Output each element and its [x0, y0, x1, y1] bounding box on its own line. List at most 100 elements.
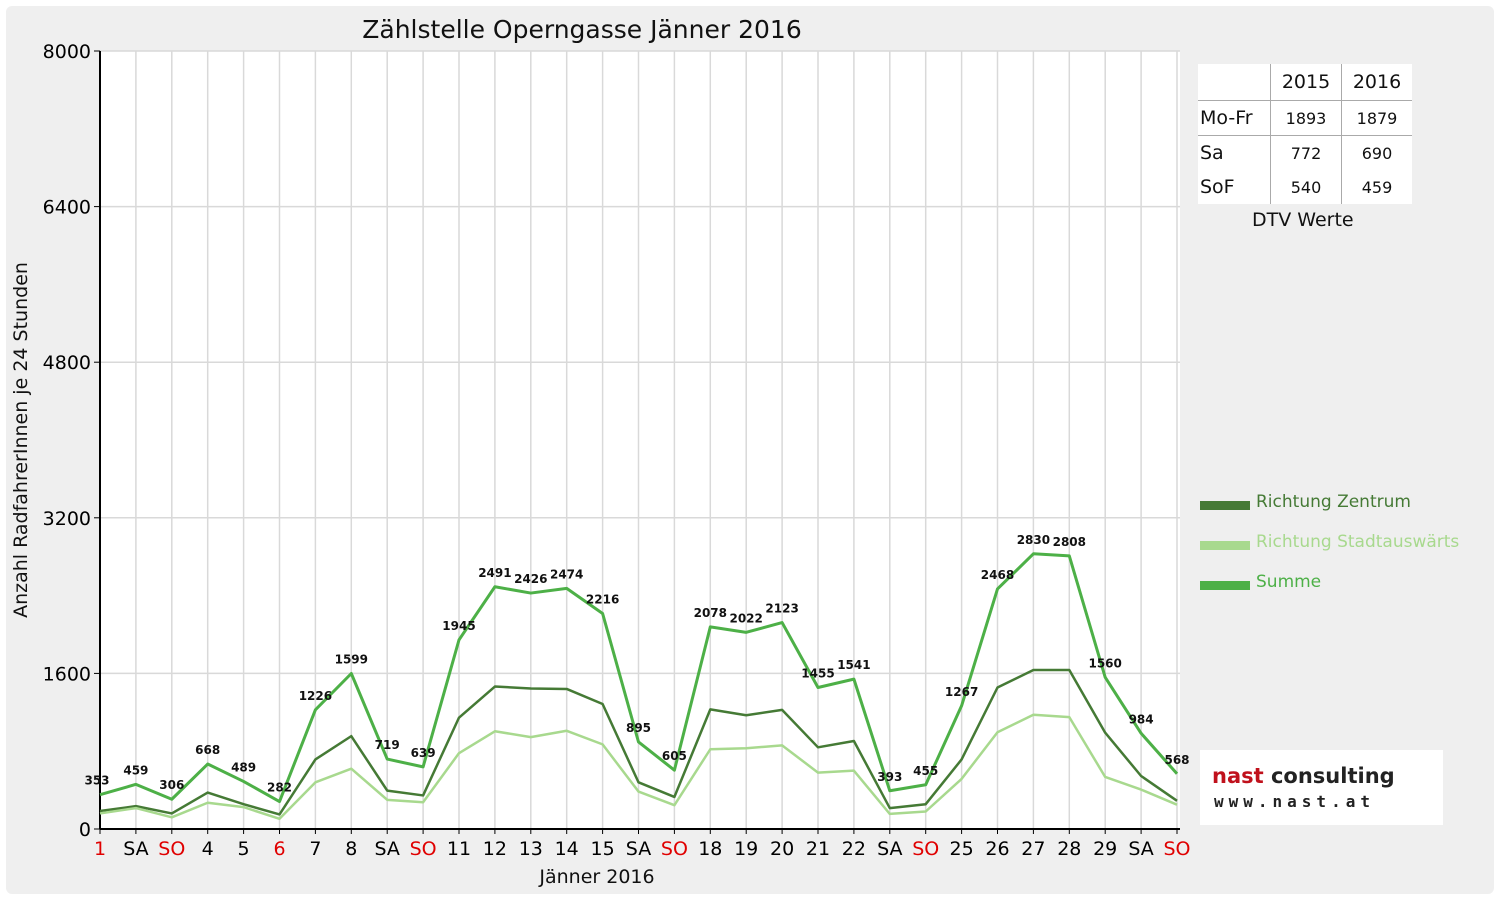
data-label: 668 — [195, 743, 220, 757]
data-label: 459 — [123, 763, 148, 777]
x-tick-label: 8 — [345, 838, 357, 860]
dtv-header-empty — [1198, 64, 1271, 101]
data-label: 719 — [375, 738, 400, 752]
data-label: 1541 — [837, 658, 870, 672]
dtv-value-2015: 1893 — [1270, 100, 1342, 136]
dtv-row-label: Sa — [1200, 142, 1224, 164]
x-tick-label: SA — [123, 838, 148, 860]
x-tick-label: SO — [158, 838, 185, 860]
data-label: 2216 — [586, 592, 619, 606]
data-label: 568 — [1164, 753, 1189, 767]
dtv-value-2016: 690 — [1341, 135, 1412, 170]
x-tick-label: 28 — [1057, 838, 1081, 860]
data-label: 1560 — [1088, 656, 1121, 670]
series-line-1 — [99, 668, 1178, 816]
dtv-caption: DTV Werte — [1252, 209, 1354, 231]
logo-brand: nast consulting — [1212, 764, 1395, 788]
x-tick-label: 20 — [770, 838, 794, 860]
x-tick-label: 15 — [591, 838, 615, 860]
dtv-table: 2015 2016 Mo-Fr 1893 1879 Sa 772 690 SoF… — [1198, 64, 1412, 204]
legend-swatch — [1200, 581, 1250, 590]
x-tick-label: SA — [1128, 838, 1153, 860]
x-tick-label: SO — [410, 838, 437, 860]
dtv-value-2015: 772 — [1270, 135, 1342, 170]
y-tick-label: 4800 — [43, 352, 91, 374]
x-tick-label: 11 — [447, 838, 471, 860]
x-tick-label: SA — [877, 838, 902, 860]
y-tick-label: 1600 — [43, 663, 91, 685]
data-label: 2468 — [981, 568, 1014, 582]
data-label: 2830 — [1017, 533, 1050, 547]
data-label: 984 — [1129, 712, 1154, 726]
y-tick-label: 6400 — [43, 197, 91, 219]
data-label: 2491 — [478, 566, 511, 580]
legend-item-zentrum: Richtung Zentrum — [1200, 492, 1459, 532]
legend-label: Richtung Zentrum — [1256, 492, 1411, 512]
data-label: 2123 — [765, 602, 798, 616]
dtv-header-row: 2015 2016 — [1198, 64, 1412, 101]
data-label: 2426 — [514, 572, 547, 586]
dtv-value-2016: 1879 — [1341, 100, 1412, 136]
x-tick-label: 18 — [698, 838, 722, 860]
logo-brand-nast: nast — [1212, 764, 1264, 788]
dtv-row-sa: Sa 772 690 — [1198, 135, 1412, 170]
legend-item-summe: Summe — [1200, 572, 1459, 612]
data-label: 1226 — [299, 689, 332, 703]
x-tick-label: 1 — [94, 838, 106, 860]
legend-item-stadtauswaerts: Richtung Stadtauswärts — [1200, 532, 1459, 572]
y-tick-label: 0 — [79, 819, 91, 841]
logo-brand-consulting: consulting — [1263, 764, 1395, 788]
y-axis-title: Anzahl RadfahrerInnen je 24 Stunden — [10, 262, 32, 618]
legend-swatch — [1200, 541, 1250, 550]
legend-label: Summe — [1256, 572, 1322, 592]
dtv-row-label: SoF — [1200, 176, 1235, 198]
data-label: 1455 — [801, 667, 834, 681]
x-tick-label: 25 — [950, 838, 974, 860]
data-label: 489 — [231, 760, 256, 774]
legend-label: Richtung Stadtauswärts — [1256, 532, 1460, 552]
data-label: 639 — [411, 746, 436, 760]
y-tick-label: 3200 — [43, 508, 91, 530]
x-tick-label: SO — [1163, 838, 1190, 860]
data-label: 1267 — [945, 685, 978, 699]
x-tick-label: 26 — [985, 838, 1009, 860]
data-label: 605 — [662, 749, 687, 763]
nast-consulting-logo: nast consulting www.nast.at — [1200, 750, 1443, 825]
data-label: 455 — [913, 764, 938, 778]
data-label: 1945 — [442, 619, 475, 633]
y-tick-label: 8000 — [43, 41, 91, 63]
legend-swatch — [1200, 501, 1250, 510]
x-tick-label: SA — [374, 838, 399, 860]
data-label: 2022 — [729, 611, 762, 625]
dtv-header-2015: 2015 — [1270, 64, 1342, 101]
chart-title: Zählstelle Operngasse Jänner 2016 — [362, 15, 801, 44]
data-label: 2474 — [550, 567, 583, 581]
x-tick-label: 27 — [1021, 838, 1045, 860]
data-label: 2808 — [1053, 535, 1086, 549]
x-tick-label: 19 — [734, 838, 758, 860]
x-tick-label: 22 — [842, 838, 866, 860]
dtv-header-2016: 2016 — [1341, 64, 1412, 101]
data-label: 2078 — [694, 606, 727, 620]
data-label: 393 — [877, 770, 902, 784]
x-tick-label: 12 — [483, 838, 507, 860]
dtv-value-2015: 540 — [1270, 170, 1342, 204]
data-label: 282 — [267, 781, 292, 795]
series-line-2 — [99, 713, 1178, 821]
dtv-value-2016: 459 — [1341, 170, 1412, 204]
dtv-row-label: Mo-Fr — [1198, 100, 1271, 136]
series-line-3 — [99, 552, 1179, 804]
x-tick-label: 29 — [1093, 838, 1117, 860]
x-tick-label: SO — [661, 838, 688, 860]
logo-url: www.nast.at — [1214, 792, 1375, 811]
x-tick-label: SA — [626, 838, 651, 860]
x-tick-label: 5 — [238, 838, 250, 860]
plot-area — [100, 51, 1180, 829]
x-tick-label: 6 — [273, 838, 285, 860]
data-label: 895 — [626, 721, 651, 735]
x-tick-label: SO — [912, 838, 939, 860]
x-axis-title: Jänner 2016 — [538, 866, 654, 888]
data-label: 353 — [84, 774, 109, 788]
x-tick-label: 21 — [806, 838, 830, 860]
